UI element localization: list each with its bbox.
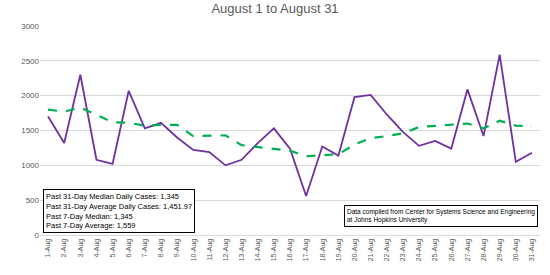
svg-text:21-Aug: 21-Aug bbox=[367, 239, 375, 262]
svg-text:15-Aug: 15-Aug bbox=[270, 239, 278, 262]
svg-text:22-Aug: 22-Aug bbox=[383, 239, 391, 262]
svg-text:31-Aug: 31-Aug bbox=[528, 239, 536, 262]
svg-text:12-Aug: 12-Aug bbox=[222, 239, 230, 262]
svg-text:3000: 3000 bbox=[21, 22, 39, 31]
svg-text:11-Aug: 11-Aug bbox=[206, 239, 214, 261]
svg-text:500: 500 bbox=[26, 196, 40, 205]
svg-text:28-Aug: 28-Aug bbox=[480, 239, 488, 262]
svg-text:29-Aug: 29-Aug bbox=[496, 239, 504, 262]
svg-text:13-Aug: 13-Aug bbox=[238, 239, 246, 262]
svg-text:7-Aug: 7-Aug bbox=[141, 239, 149, 258]
svg-text:Past 31-Day Median Daily Cases: Past 31-Day Median Daily Cases: 1,345Pas… bbox=[46, 192, 192, 230]
svg-text:6-Aug: 6-Aug bbox=[125, 239, 133, 258]
svg-text:26-Aug: 26-Aug bbox=[448, 239, 456, 262]
svg-text:16-Aug: 16-Aug bbox=[286, 239, 294, 262]
svg-text:23-Aug: 23-Aug bbox=[399, 239, 407, 262]
svg-text:9-Aug: 9-Aug bbox=[173, 239, 181, 258]
svg-text:30-Aug: 30-Aug bbox=[512, 239, 520, 262]
svg-text:August 1 to August 31: August 1 to August 31 bbox=[211, 1, 338, 16]
svg-text:27-Aug: 27-Aug bbox=[464, 239, 472, 262]
svg-text:Data compiled from Center for: Data compiled from Center for Systems Sc… bbox=[347, 208, 535, 224]
svg-text:17-Aug: 17-Aug bbox=[302, 239, 310, 262]
svg-text:2500: 2500 bbox=[21, 57, 39, 66]
svg-text:2-Aug: 2-Aug bbox=[60, 239, 68, 258]
svg-text:5-Aug: 5-Aug bbox=[109, 239, 117, 258]
svg-text:8-Aug: 8-Aug bbox=[157, 239, 165, 258]
svg-text:2000: 2000 bbox=[21, 91, 39, 100]
svg-text:4-Aug: 4-Aug bbox=[93, 239, 101, 258]
svg-text:3-Aug: 3-Aug bbox=[77, 239, 85, 258]
svg-text:1500: 1500 bbox=[21, 126, 39, 135]
svg-text:25-Aug: 25-Aug bbox=[431, 239, 439, 262]
svg-text:0: 0 bbox=[35, 231, 40, 240]
svg-text:1000: 1000 bbox=[21, 161, 39, 170]
svg-text:20-Aug: 20-Aug bbox=[351, 239, 359, 262]
svg-text:24-Aug: 24-Aug bbox=[415, 239, 423, 262]
svg-text:1-Aug: 1-Aug bbox=[44, 239, 52, 258]
svg-text:19-Aug: 19-Aug bbox=[335, 239, 343, 262]
svg-text:10-Aug: 10-Aug bbox=[190, 239, 198, 262]
svg-text:14-Aug: 14-Aug bbox=[254, 239, 262, 262]
svg-text:18-Aug: 18-Aug bbox=[319, 239, 327, 262]
